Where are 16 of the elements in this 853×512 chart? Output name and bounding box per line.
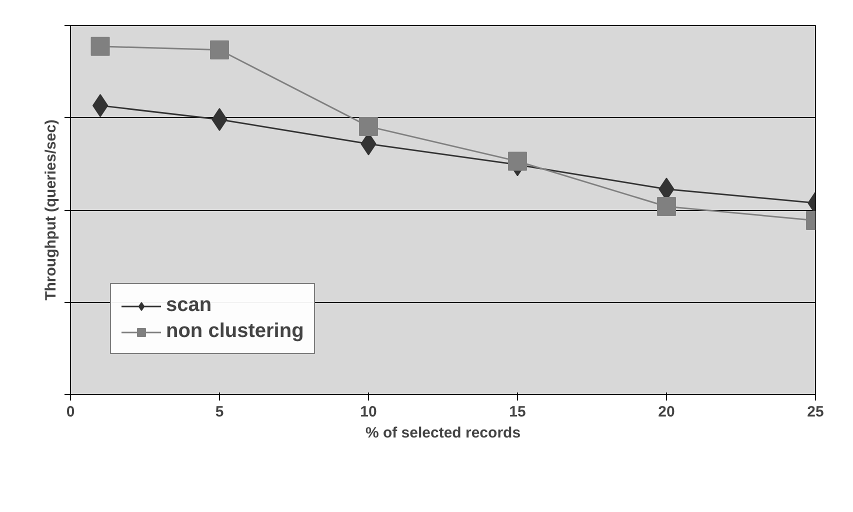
point: [92, 94, 108, 118]
point: [657, 197, 676, 216]
point: [359, 116, 378, 136]
x-tick-label: 15: [509, 404, 526, 420]
legend-label: non clustering: [166, 320, 304, 343]
point: [508, 152, 527, 171]
y-axis-title: Throughput (queries/sec): [42, 120, 60, 300]
x-axis-title: % of selected records: [365, 424, 521, 442]
point: [210, 40, 229, 60]
x-tick-label: 20: [658, 404, 675, 420]
x-tick-label: 10: [360, 404, 377, 420]
x-tick-label: 25: [807, 404, 824, 420]
legend-label: scan: [166, 294, 212, 317]
x-tick-label: 0: [66, 404, 75, 420]
point: [90, 36, 110, 56]
x-tick-label: 5: [215, 404, 224, 420]
